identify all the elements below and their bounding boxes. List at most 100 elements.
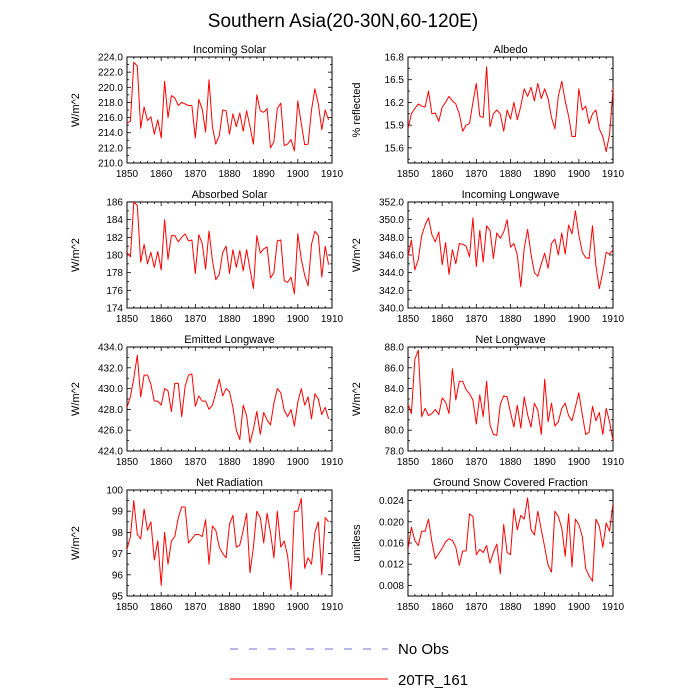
series-line-20tr-161 — [408, 210, 613, 290]
panel-incoming-longwave: Incoming Longwave 1850 1860 1870 1880 1890 190… — [351, 189, 625, 325]
panel-absorbed-solar: Absorbed Solar 1850 1860 1870 1880 1890 1900 19… — [70, 189, 344, 325]
y-tick-label: 180 — [106, 251, 123, 262]
x-tick-label: 1890 — [253, 457, 276, 468]
y-tick-label: 0.024 — [379, 496, 404, 507]
panel-net-radiation: Net Radiation 1850 1860 1870 1880 1890 1900 191… — [70, 477, 344, 613]
panel-emitted-longwave: Emitted Longwave 1850 1860 1870 1880 1890 1900… — [70, 334, 344, 468]
y-tick-label: 218.0 — [98, 98, 123, 109]
panel-title: Ground Snow Covered Fraction — [433, 477, 588, 489]
y-tick-label: 97 — [112, 549, 124, 560]
x-tick-label: 1880 — [218, 314, 241, 325]
y-tick-label: 84.0 — [385, 384, 405, 395]
y-tick-label: 16.8 — [385, 53, 405, 64]
series-line-20tr-161 — [127, 354, 330, 444]
panels: Incoming Solar 1850 1860 1870 1880 1890 1900 19… — [70, 44, 625, 613]
panel-title: Net Radiation — [196, 477, 263, 489]
figure-title: Southern Asia(20-30N,60-120E) — [208, 11, 478, 32]
x-tick-label: 1860 — [431, 457, 454, 468]
y-tick-label: 80.0 — [385, 426, 405, 437]
x-tick-label: 1900 — [287, 314, 310, 325]
series-line-20tr-161 — [127, 61, 330, 152]
x-tick-label: 1850 — [397, 314, 420, 325]
y-tick-label: 344.0 — [379, 268, 404, 279]
x-tick-label: 1870 — [465, 314, 488, 325]
y-tick-label: 212.0 — [98, 143, 123, 154]
x-tick-label: 1890 — [534, 169, 557, 180]
y-tick-label: 432.0 — [98, 363, 123, 374]
y-tick-label: 88.0 — [385, 343, 405, 354]
x-tick-label: 1890 — [534, 457, 557, 468]
x-tick-label: 1880 — [218, 169, 241, 180]
y-tick-label: 99 — [112, 507, 124, 518]
y-tick-label: 222.0 — [98, 68, 123, 79]
y-tick-label: 15.6 — [385, 143, 405, 154]
y-tick-label: 82.0 — [385, 405, 405, 416]
y-tick-label: 0.016 — [379, 539, 404, 550]
x-tick-label: 1910 — [602, 457, 625, 468]
x-tick-label: 1880 — [218, 602, 241, 613]
y-tick-label: 182 — [106, 233, 123, 244]
x-tick-label: 1900 — [568, 314, 591, 325]
legend-label-20tr-161: 20TR_161 — [398, 672, 468, 689]
x-tick-label: 1850 — [116, 169, 139, 180]
legend-label-no-obs: No Obs — [398, 641, 449, 658]
y-tick-label: 178 — [106, 268, 123, 279]
x-tick-label: 1870 — [184, 314, 207, 325]
legend: No Obs 20TR_161 — [230, 641, 468, 689]
y-tick-label: 434.0 — [98, 343, 123, 354]
x-tick-label: 1880 — [499, 602, 522, 613]
y-tick-label: 220.0 — [98, 83, 123, 94]
plot-frame — [126, 56, 333, 164]
x-tick-label: 1860 — [431, 314, 454, 325]
y-tick-label: 78.0 — [385, 447, 405, 458]
y-tick-label: 16.2 — [385, 98, 405, 109]
series-line-20tr-161 — [127, 498, 329, 591]
y-tick-label: 0.012 — [379, 560, 404, 571]
y-tick-label: 424.0 — [98, 447, 123, 458]
x-tick-label: 1880 — [499, 169, 522, 180]
y-tick-label: 224.0 — [98, 53, 123, 64]
x-tick-label: 1880 — [499, 457, 522, 468]
y-tick-label: 174 — [106, 304, 123, 315]
y-tick-label: 346.0 — [379, 251, 404, 262]
panel-title: Albedo — [493, 44, 527, 56]
y-tick-label: 176 — [106, 286, 123, 297]
series-line-20tr-161 — [408, 66, 613, 153]
panel-title: Incoming Solar — [193, 44, 267, 56]
panel-title: Net Longwave — [475, 334, 545, 346]
x-tick-label: 1900 — [568, 602, 591, 613]
x-tick-label: 1850 — [116, 602, 139, 613]
panel-albedo: Albedo 1850 1860 1870 1880 1890 1900 1910 15.6 15… — [351, 44, 625, 180]
panel-title: Absorbed Solar — [192, 189, 268, 201]
y-tick-label: 16.5 — [385, 75, 405, 86]
panel-net-longwave: Net Longwave 1850 1860 1870 1880 1890 1900 1910… — [351, 334, 625, 468]
y-tick-label: 430.0 — [98, 384, 123, 395]
x-tick-label: 1910 — [602, 314, 625, 325]
x-tick-label: 1890 — [534, 602, 557, 613]
y-tick-label: 214.0 — [98, 128, 123, 139]
x-tick-label: 1910 — [602, 602, 625, 613]
y-tick-label: 100 — [106, 486, 123, 497]
x-tick-label: 1850 — [397, 169, 420, 180]
y-tick-label: 428.0 — [98, 405, 123, 416]
y-tick-label: 86.0 — [385, 363, 405, 374]
y-tick-label: 0.008 — [379, 581, 404, 592]
x-tick-label: 1870 — [184, 602, 207, 613]
x-tick-label: 1860 — [150, 314, 173, 325]
x-tick-label: 1850 — [397, 602, 420, 613]
y-tick-label: 350.0 — [379, 215, 404, 226]
x-tick-label: 1870 — [184, 169, 207, 180]
plot-frame — [126, 346, 333, 452]
panel-ground-snow-covered-fraction: Ground Snow Covered Fraction 1850 1860 1870… — [351, 477, 625, 613]
x-tick-label: 1890 — [253, 602, 276, 613]
x-tick-label: 1870 — [465, 169, 488, 180]
panel-title: Incoming Longwave — [462, 189, 560, 201]
plot-frame — [126, 201, 333, 309]
y-tick-label: 352.0 — [379, 198, 404, 209]
x-tick-label: 1900 — [568, 169, 591, 180]
x-tick-label: 1880 — [499, 314, 522, 325]
x-tick-label: 1890 — [253, 169, 276, 180]
x-tick-label: 1900 — [287, 169, 310, 180]
series-line-20tr-161 — [408, 497, 613, 582]
